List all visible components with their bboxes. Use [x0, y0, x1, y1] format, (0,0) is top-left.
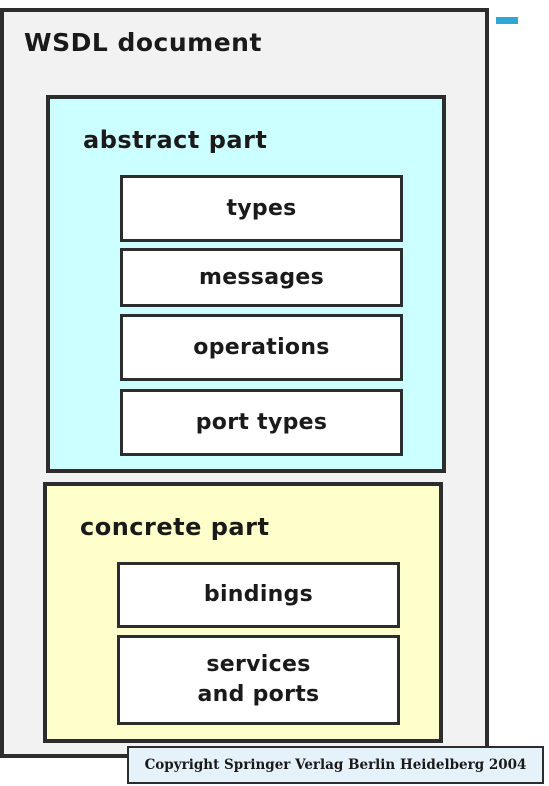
concrete-part-title: concrete part [80, 513, 270, 541]
operations-box: operations [120, 314, 403, 381]
copyright-notice: Copyright Springer Verlag Berlin Heidelb… [127, 746, 544, 784]
types-box: types [120, 175, 403, 242]
abstract-part-title: abstract part [83, 126, 268, 154]
wsdl-document-title: WSDL document [24, 28, 262, 57]
messages-box: messages [120, 248, 403, 307]
port-types-box: port types [120, 389, 403, 456]
bindings-box: bindings [117, 562, 400, 628]
services-and-ports-box: services and ports [117, 635, 400, 725]
accent-bar [496, 17, 518, 24]
